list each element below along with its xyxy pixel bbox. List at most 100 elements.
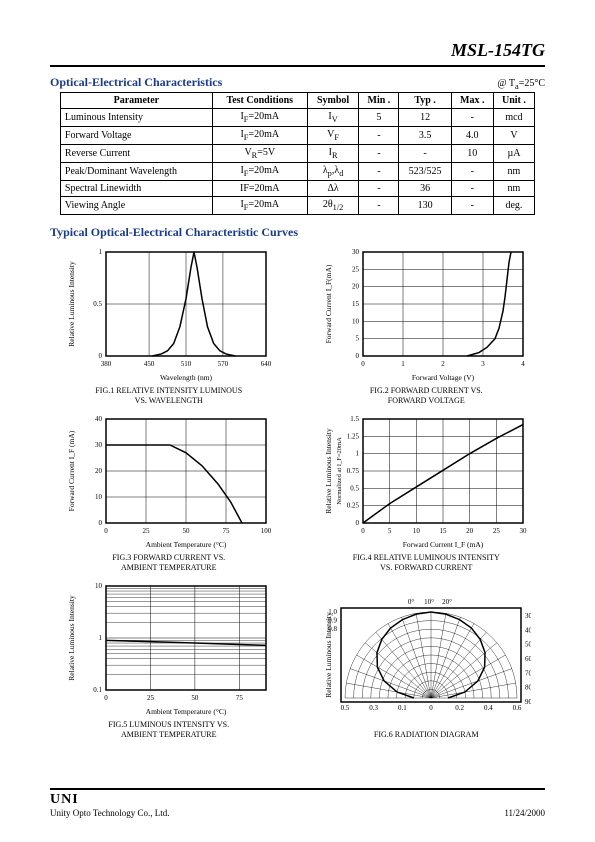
svg-text:10: 10	[95, 493, 103, 501]
fig1-caption: FIG.1 RELATIVE INTENSITY LUMINOUSVS. WAV…	[95, 386, 242, 405]
svg-text:2: 2	[442, 360, 446, 368]
table-header: Symbol	[307, 93, 359, 109]
svg-text:60°: 60°	[525, 655, 531, 663]
svg-text:Forward Current I_F (mA): Forward Current I_F (mA)	[67, 430, 76, 511]
table-row: Viewing AngleIF=20mA2θ1/2-130-deg.	[60, 197, 534, 215]
table-cell: nm	[493, 181, 534, 197]
fig2-cell: 01234051015202530Forward Voltage (V)Forw…	[308, 244, 546, 405]
table-cell: IV	[307, 109, 359, 127]
table-cell: -	[399, 145, 451, 163]
svg-text:40: 40	[95, 415, 103, 423]
table-header: Test Conditions	[212, 93, 307, 109]
table-cell: 12	[399, 109, 451, 127]
svg-text:510: 510	[181, 360, 192, 368]
part-number: MSL-154TG	[50, 40, 545, 61]
svg-text:30°: 30°	[525, 612, 531, 620]
ambient-condition: @ Ta=25°C	[497, 78, 545, 91]
svg-text:50°: 50°	[525, 641, 531, 649]
table-cell: Reverse Current	[60, 145, 212, 163]
table-row: Luminous IntensityIF=20mAIV512-mcd	[60, 109, 534, 127]
table-cell: 5	[359, 109, 399, 127]
svg-text:15: 15	[352, 300, 360, 308]
svg-text:0.3: 0.3	[370, 704, 379, 712]
svg-text:0: 0	[362, 527, 366, 535]
table-cell: Peak/Dominant Wavelength	[60, 163, 212, 181]
svg-text:380: 380	[101, 360, 112, 368]
svg-text:75: 75	[236, 694, 244, 702]
table-cell: Luminous Intensity	[60, 109, 212, 127]
fig1-chart: 38045051057064000.51Wavelength (nm)Relat…	[64, 244, 274, 384]
table-row: Reverse CurrentVR=5VIR--10µA	[60, 145, 534, 163]
fig4-chart: 05101520253000.250.50.7511.251.5Forward …	[321, 411, 531, 551]
svg-text:0.5: 0.5	[341, 704, 350, 712]
table-cell: 130	[399, 197, 451, 215]
table-cell: IF=20mA	[212, 109, 307, 127]
table-cell: -	[451, 197, 493, 215]
section2-title: Typical Optical-Electrical Characteristi…	[50, 225, 545, 240]
table-cell: nm	[493, 163, 534, 181]
table-cell: -	[359, 197, 399, 215]
svg-text:Forward Voltage (V): Forward Voltage (V)	[412, 373, 475, 382]
svg-text:0: 0	[356, 352, 360, 360]
svg-text:3: 3	[482, 360, 486, 368]
fig2-caption: FIG.2 FORWARD CURRENT VS.FORWARD VOLTAGE	[370, 386, 483, 405]
svg-text:0: 0	[356, 519, 360, 527]
svg-text:75: 75	[222, 527, 230, 535]
svg-text:Relative Luminous Intensity: Relative Luminous Intensity	[67, 261, 76, 347]
svg-text:0.6: 0.6	[513, 704, 522, 712]
svg-text:10: 10	[413, 527, 421, 535]
svg-text:1: 1	[402, 360, 406, 368]
fig5-caption: FIG.5 LUMINOUS INTENSITY VS.AMBIENT TEMP…	[108, 720, 229, 739]
table-header: Min .	[359, 93, 399, 109]
table-cell: -	[359, 127, 399, 145]
svg-text:640: 640	[261, 360, 272, 368]
fig2-chart: 01234051015202530Forward Voltage (V)Forw…	[321, 244, 531, 384]
svg-text:0: 0	[98, 352, 102, 360]
svg-text:1.25: 1.25	[347, 433, 360, 441]
svg-text:20°: 20°	[442, 598, 452, 606]
table-cell: IF=20mA	[212, 197, 307, 215]
company-name: Unity Opto Technology Co., Ltd.	[50, 808, 169, 818]
fig6-chart: Relative Luminous Intensity0°10°20°30°40…	[321, 578, 531, 728]
svg-text:Relative Luminous Intensity: Relative Luminous Intensity	[324, 428, 333, 514]
svg-text:Normalized at I_F=20mA: Normalized at I_F=20mA	[336, 437, 343, 505]
table-cell: -	[451, 109, 493, 127]
svg-text:0.5: 0.5	[351, 485, 360, 493]
table-cell: mcd	[493, 109, 534, 127]
fig5-chart: 02550750.1110Ambient Temperature (°C)Rel…	[64, 578, 274, 718]
fig4-caption: FIG.4 RELATIVE LUMINOUS INTENSITYVS. FOR…	[353, 553, 500, 572]
spec-table: ParameterTest ConditionsSymbolMin .Typ .…	[60, 92, 535, 215]
section1-title: Optical-Electrical Characteristics	[50, 75, 222, 90]
table-row: Forward VoltageIF=20mAVF-3.54.0V	[60, 127, 534, 145]
table-cell: -	[451, 163, 493, 181]
svg-text:0.2: 0.2	[456, 704, 465, 712]
svg-text:50: 50	[191, 694, 199, 702]
page-footer: UNI Unity Opto Technology Co., Ltd. 11/2…	[50, 788, 545, 818]
svg-text:70°: 70°	[525, 670, 531, 678]
svg-text:1.5: 1.5	[351, 415, 360, 423]
table-cell: V	[493, 127, 534, 145]
table-cell: IF=20mA	[212, 127, 307, 145]
svg-text:0.4: 0.4	[484, 704, 493, 712]
svg-text:5: 5	[356, 335, 360, 343]
table-cell: 36	[399, 181, 451, 197]
svg-text:0.9: 0.9	[329, 617, 338, 625]
svg-text:0.1: 0.1	[398, 704, 407, 712]
table-cell: deg.	[493, 197, 534, 215]
svg-text:0.75: 0.75	[347, 467, 360, 475]
svg-text:30: 30	[95, 441, 103, 449]
svg-text:25: 25	[142, 527, 150, 535]
company-logo: UNI	[50, 792, 169, 808]
svg-text:10: 10	[352, 317, 360, 325]
table-cell: VR=5V	[212, 145, 307, 163]
table-header: Max .	[451, 93, 493, 109]
svg-text:25: 25	[147, 694, 155, 702]
svg-text:10: 10	[95, 582, 103, 590]
svg-text:0.25: 0.25	[347, 502, 360, 510]
table-cell: Forward Voltage	[60, 127, 212, 145]
table-cell: IF=20mA	[212, 163, 307, 181]
svg-text:0: 0	[104, 527, 108, 535]
footer-date: 11/24/2000	[504, 808, 545, 818]
table-cell: -	[359, 145, 399, 163]
svg-text:50: 50	[182, 527, 190, 535]
